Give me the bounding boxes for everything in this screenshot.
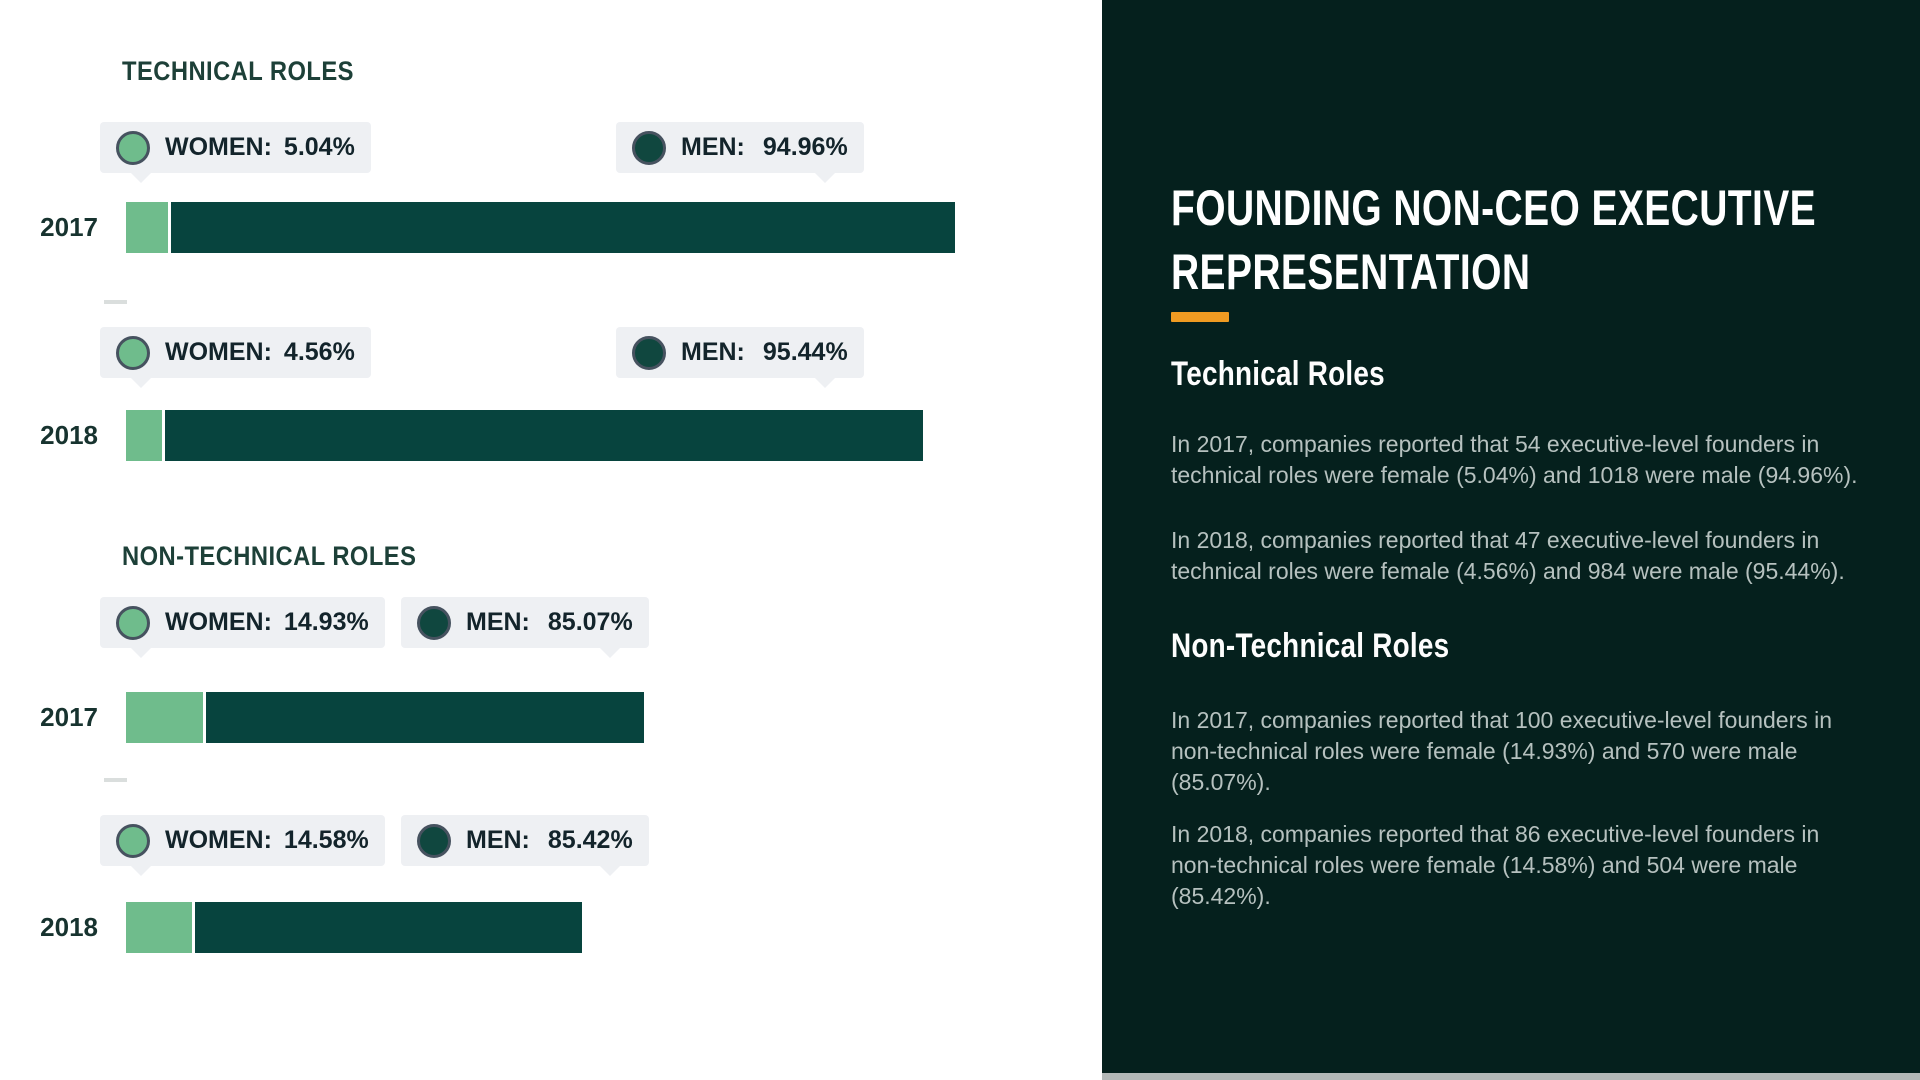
stacked-bar-technical-2018: [126, 410, 923, 461]
tooltip-badge-men-technical-2018: MEN: 95.44%: [616, 327, 864, 388]
women-circle-icon: [116, 130, 150, 165]
accent-rule: [1171, 312, 1229, 322]
men-circle-icon: [632, 335, 666, 370]
women-label: WOMEN:: [165, 826, 272, 854]
bar-segment-women: [126, 692, 203, 743]
section-title-technical-roles: TECHNICAL ROLES: [122, 56, 354, 86]
men-value: 85.42%: [547, 826, 633, 854]
men-circle-icon: [417, 823, 451, 858]
side-panel: [1102, 0, 1920, 1073]
year-label-nontechnical-2017: 2017: [40, 702, 98, 732]
year-label-nontechnical-2018: 2018: [40, 912, 98, 942]
bar-segment-men: [171, 202, 955, 253]
women-value: 5.04%: [283, 133, 355, 161]
stacked-bar-technical-2017: [126, 202, 955, 253]
year-label-technical-2017: 2017: [40, 212, 98, 242]
men-label: MEN:: [466, 608, 530, 636]
tooltip-badge-women-nontechnical-2017: WOMEN: 14.93%: [100, 597, 385, 658]
panel-heading-non-technical-roles: Non-Technical Roles: [1171, 627, 1450, 665]
bar-segment-men: [165, 410, 923, 461]
women-label: WOMEN:: [165, 133, 272, 161]
axis-tick: [104, 300, 127, 304]
tooltip-badge-women-technical-2017: WOMEN: 5.04%: [100, 122, 371, 183]
paragraph-technical-2018: In 2018, companies reported that 47 exec…: [1171, 527, 1845, 584]
women-value: 4.56%: [283, 338, 355, 366]
bar-segment-women: [126, 410, 162, 461]
women-circle-icon: [116, 605, 150, 640]
men-value: 95.44%: [762, 338, 848, 366]
paragraph-nontechnical-2018: In 2018, companies reported that 86 exec…: [1171, 821, 1820, 909]
paragraph-nontechnical-2017: In 2017, companies reported that 100 exe…: [1171, 707, 1833, 795]
bar-segment-men: [195, 902, 582, 953]
bar-segment-women: [126, 202, 168, 253]
men-value: 85.07%: [547, 608, 633, 636]
men-value: 94.96%: [762, 133, 848, 161]
men-label: MEN:: [681, 133, 745, 161]
page-title: FOUNDING NON-CEO EXECUTIVE REPRESENTATIO…: [1171, 179, 1817, 300]
tooltip-badge-men-nontechnical-2018: MEN: 85.42%: [401, 815, 649, 876]
section-title-non-technical-roles: NON-TECHNICAL ROLES: [122, 541, 417, 571]
men-circle-icon: [417, 605, 451, 640]
men-label: MEN:: [466, 826, 530, 854]
stacked-bar-nontechnical-2017: [126, 692, 644, 743]
women-circle-icon: [116, 335, 150, 370]
men-label: MEN:: [681, 338, 745, 366]
axis-tick: [104, 778, 127, 782]
panel-bottom-edge: [1102, 1073, 1920, 1080]
tooltip-badge-men-technical-2017: MEN: 94.96%: [616, 122, 864, 183]
bar-segment-women: [126, 902, 192, 953]
women-label: WOMEN:: [165, 608, 272, 636]
tooltip-badge-women-nontechnical-2018: WOMEN: 14.58%: [100, 815, 385, 876]
bar-segment-men: [206, 692, 644, 743]
women-circle-icon: [116, 823, 150, 858]
women-label: WOMEN:: [165, 338, 272, 366]
women-value: 14.58%: [283, 826, 369, 854]
tooltip-badge-men-nontechnical-2017: MEN: 85.07%: [401, 597, 649, 658]
stacked-bar-nontechnical-2018: [126, 902, 582, 953]
women-value: 14.93%: [283, 608, 369, 636]
year-label-technical-2018: 2018: [40, 420, 98, 450]
tooltip-badge-women-technical-2018: WOMEN: 4.56%: [100, 327, 371, 388]
panel-heading-technical-roles: Technical Roles: [1171, 355, 1385, 393]
men-circle-icon: [632, 130, 666, 165]
paragraph-technical-2017: In 2017, companies reported that 54 exec…: [1171, 431, 1858, 488]
